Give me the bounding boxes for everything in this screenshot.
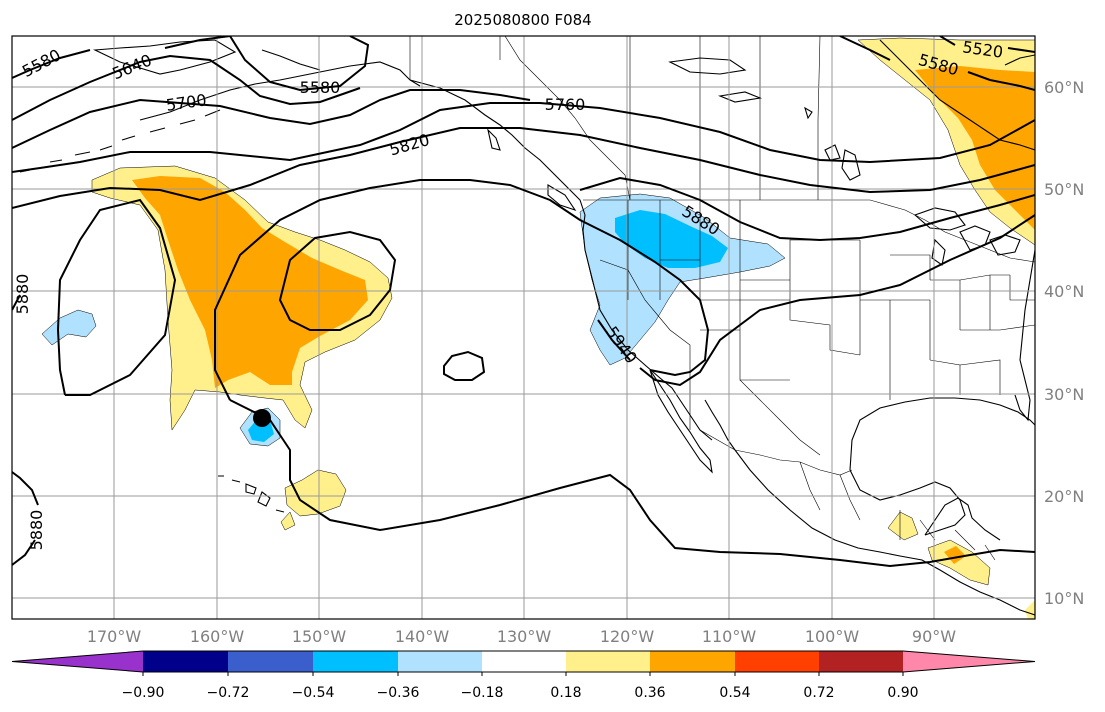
lat-tick-label: 60°N — [1044, 78, 1084, 97]
colorbar-segment — [482, 651, 566, 672]
bc-coastline — [409, 79, 713, 441]
colorbar-segment — [650, 651, 735, 672]
lon-tick-label: 130°W — [497, 627, 552, 646]
hawaii-islands — [218, 475, 285, 513]
colorbar-tick-label: 0.54 — [719, 685, 750, 701]
colorbar-tick-label: 0.72 — [803, 685, 834, 701]
contour-5580-ne — [839, 36, 1035, 91]
lat-tick-label: 50°N — [1044, 180, 1084, 199]
contour-5940 — [597, 214, 1035, 387]
vancouver-island — [547, 184, 577, 212]
lon-tick-label: 120°W — [600, 627, 655, 646]
contour-5700 — [12, 89, 531, 149]
colorbar-tick-label: 0.90 — [887, 685, 918, 701]
negative-anomaly-west — [41, 309, 97, 346]
haida-gwaii — [487, 128, 501, 151]
contour-5820 — [12, 127, 1035, 209]
positive-anomaly-hawaii-small — [280, 511, 296, 531]
political-borders — [409, 36, 1035, 561]
contour-label: 5760 — [545, 95, 586, 114]
colorbar-tick-label: −0.54 — [292, 685, 335, 701]
gulf-coast — [849, 397, 1035, 536]
colorbar-segments — [11, 650, 1036, 676]
colorbar-tick-label: −0.90 — [122, 685, 165, 701]
contour-label: 5880 — [27, 510, 46, 551]
colorbar-tick-label: −0.72 — [207, 685, 250, 701]
positive-anomaly-orange-pacific — [132, 176, 368, 388]
baja-california — [649, 369, 736, 474]
contour-5880-east — [579, 176, 1035, 242]
contour-5880-main — [12, 179, 1035, 568]
contour-5580-bering — [229, 36, 370, 92]
height-contours — [12, 36, 1035, 568]
colorbar: −0.90 −0.72 −0.54 −0.36 −0.18 0.18 0.36 … — [11, 650, 1036, 701]
colorbar-segment — [398, 651, 482, 672]
colorbar-segment — [228, 651, 313, 672]
colorbar-tick-label: −0.18 — [461, 685, 504, 701]
great-lakes — [913, 207, 1021, 266]
contour-label: 5880 — [13, 274, 32, 315]
hudson-bay — [879, 39, 1035, 151]
lon-tick-label: 140°W — [395, 627, 450, 646]
map-frame — [11, 35, 1036, 620]
map-title: 2025080800 F084 — [454, 11, 591, 29]
lon-tick-label: 170°W — [87, 627, 142, 646]
coastlines — [19, 39, 1035, 616]
contour-5880-sw — [12, 471, 39, 566]
us-canada-border — [583, 199, 1035, 263]
colorbar-tick-label: 0.18 — [550, 685, 581, 701]
colorbar-segment — [903, 651, 1035, 672]
contour-5880-inner-loop — [278, 230, 397, 331]
contour-label: 5580 — [300, 78, 341, 97]
colorbar-segment — [735, 651, 819, 672]
storm-center-marker — [253, 409, 271, 427]
canadian-provinces — [499, 36, 821, 201]
latitude-ticks: 60°N 50°N 40°N 30°N 20°N 10°N — [1044, 78, 1084, 608]
positive-anomaly-central-america-2 — [927, 539, 991, 586]
positive-anomaly-hawaii — [284, 469, 347, 517]
colorbar-tick-labels: −0.90 −0.72 −0.54 −0.36 −0.18 0.18 0.36 … — [122, 685, 919, 701]
contour-closed-high — [443, 350, 486, 381]
mexico-west-coast — [734, 449, 1035, 616]
colorbar-tick-label: −0.36 — [377, 685, 420, 701]
mexico-states — [739, 379, 996, 561]
yucatan — [924, 497, 1001, 541]
lon-tick-label: 100°W — [805, 627, 860, 646]
lon-tick-label: 160°W — [190, 627, 245, 646]
colorbar-segment — [12, 651, 143, 672]
colorbar-segment — [143, 651, 228, 672]
contour-5640 — [12, 54, 361, 121]
contour-5520-ne — [939, 36, 1035, 53]
east-coast — [1019, 249, 1035, 361]
us-states — [599, 200, 1035, 430]
alaska-coastline — [92, 39, 421, 121]
lat-tick-label: 20°N — [1044, 487, 1084, 506]
colorbar-segment — [313, 651, 398, 672]
positive-anomaly-central-america-core — [944, 546, 966, 564]
colorbar-tick-label: 0.36 — [634, 685, 665, 701]
colorbar-segment — [819, 651, 903, 672]
contour-5760 — [12, 102, 1035, 173]
positive-anomaly-central-america — [887, 511, 919, 541]
lat-tick-label: 10°N — [1044, 589, 1084, 608]
us-mexico-border — [699, 429, 853, 476]
colorbar-segment — [566, 651, 650, 672]
map-panel: 5580 5640 5700 5580 5760 5820 5880 5880 … — [11, 35, 1036, 620]
lon-tick-label: 110°W — [702, 627, 757, 646]
florida — [1014, 359, 1031, 422]
lat-tick-label: 40°N — [1044, 282, 1084, 301]
lat-tick-label: 30°N — [1044, 385, 1084, 404]
longitude-ticks: 170°W 160°W 150°W 140°W 130°W 120°W 110°… — [87, 627, 956, 646]
lon-tick-label: 150°W — [292, 627, 347, 646]
contour-5580-nw — [12, 36, 231, 79]
graticule — [12, 36, 1035, 619]
lon-tick-label: 90°W — [912, 627, 956, 646]
